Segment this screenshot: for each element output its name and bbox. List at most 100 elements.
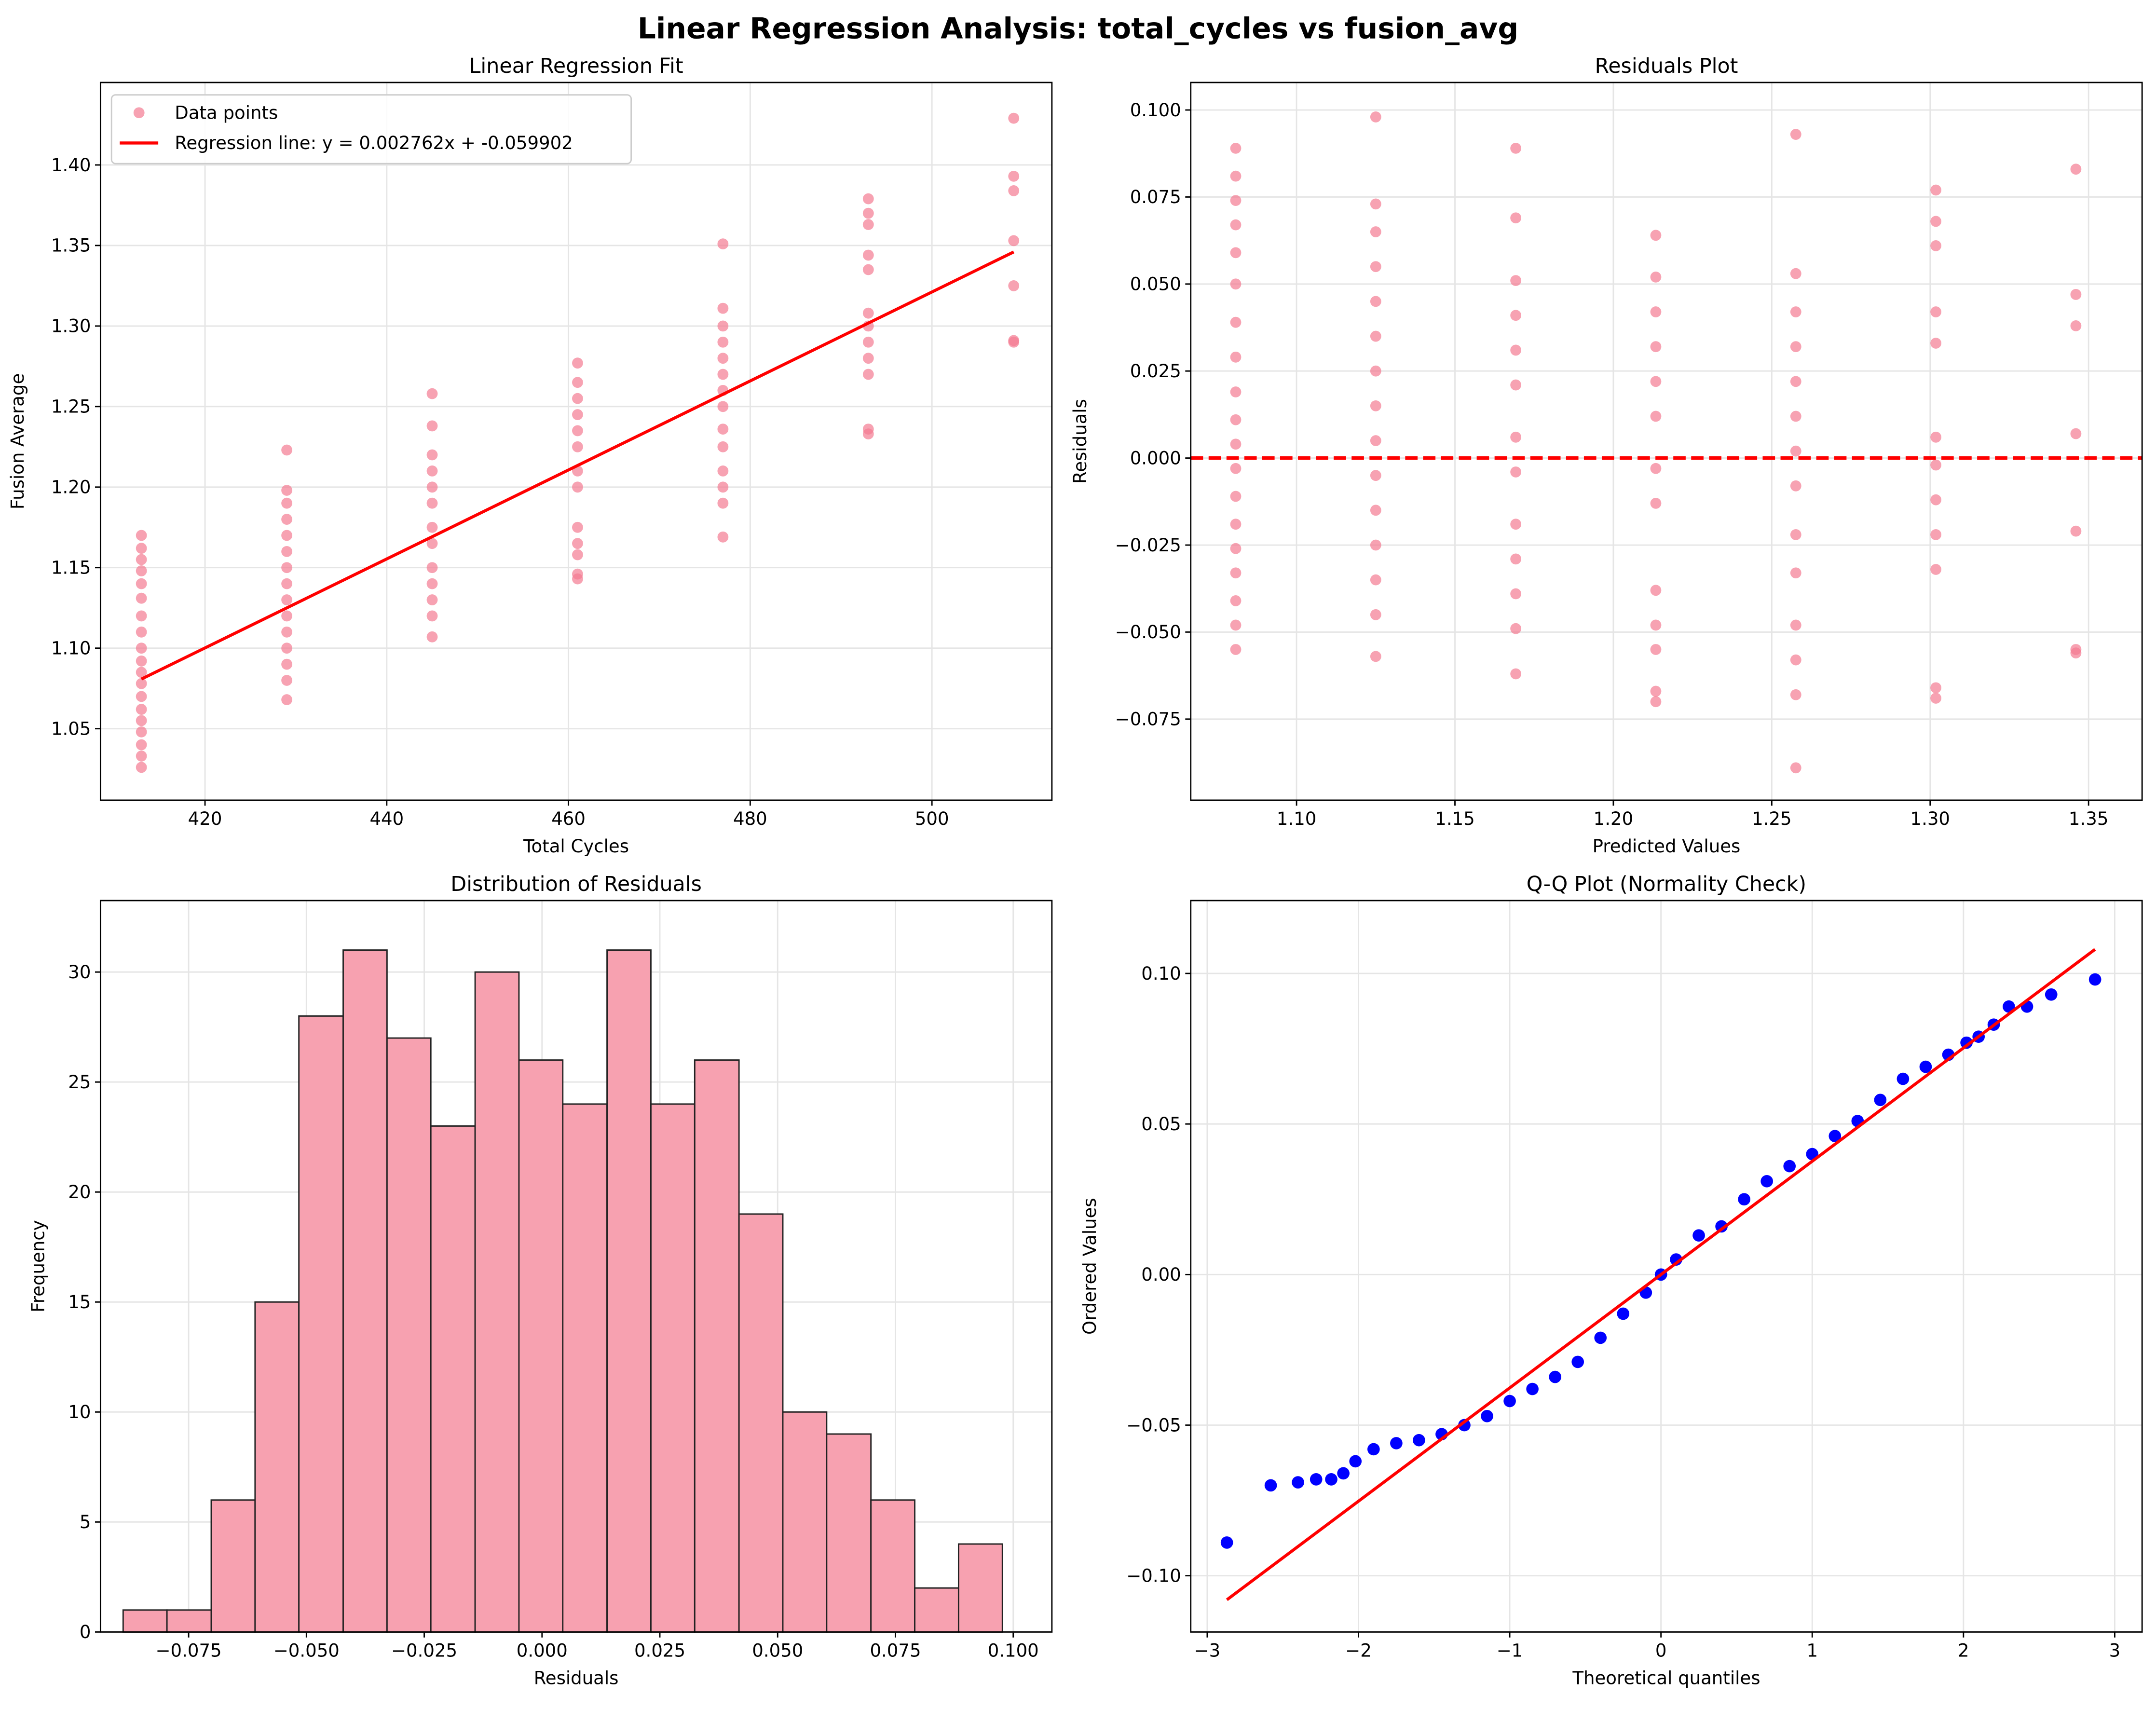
point [572, 549, 583, 561]
point [862, 353, 874, 364]
point [1370, 651, 1381, 662]
x-tick-label: 460 [551, 808, 586, 829]
point [426, 562, 438, 574]
point [862, 219, 874, 230]
y-tick-label: 1.30 [51, 316, 91, 337]
point [1790, 376, 1801, 387]
point [862, 193, 874, 205]
y-tick-label: 1.05 [51, 718, 91, 739]
point [1230, 438, 1242, 450]
y-tick-label: 0.000 [1130, 448, 1181, 468]
bar [650, 1103, 696, 1633]
point [281, 444, 292, 456]
axes-title: Residuals Plot [1595, 54, 1738, 78]
y-tick-label: 5 [80, 1512, 91, 1532]
point [572, 481, 583, 493]
point [1715, 1220, 1728, 1233]
point [1790, 567, 1801, 579]
point [1897, 1072, 1910, 1085]
y-tick-label: 1.25 [51, 396, 91, 417]
point [1650, 696, 1662, 708]
bar [957, 1543, 1003, 1633]
point [1738, 1193, 1750, 1206]
point [426, 521, 438, 533]
point [1510, 466, 1522, 478]
point [2070, 428, 2082, 439]
point [1790, 619, 1801, 631]
legend-label: Data points [175, 103, 278, 123]
y-tick-label: 25 [68, 1072, 91, 1093]
point [572, 573, 583, 585]
x-tick-label: 1.30 [1910, 808, 1951, 829]
point [281, 497, 292, 509]
x-tick-label: −2 [1345, 1641, 1372, 1661]
point [1510, 588, 1522, 600]
point [281, 562, 292, 574]
point [1692, 1229, 1705, 1242]
point [1650, 644, 1662, 655]
point [1930, 306, 1941, 317]
y-axis-label: Residuals [1070, 399, 1091, 484]
point [1503, 1395, 1516, 1408]
point [1458, 1419, 1471, 1432]
point [1481, 1409, 1493, 1422]
point [572, 425, 583, 437]
point [1370, 505, 1381, 516]
point [1337, 1467, 1350, 1480]
point [1292, 1476, 1304, 1489]
legend-marker [133, 107, 145, 119]
point [1230, 644, 1242, 655]
x-tick-label: 0.100 [988, 1641, 1039, 1661]
point [1367, 1443, 1380, 1456]
point [1510, 431, 1522, 443]
x-axis-label: Residuals [534, 1668, 619, 1689]
point [136, 739, 147, 751]
point [717, 401, 729, 412]
point [2070, 320, 2082, 331]
y-tick-label: −0.10 [1126, 1565, 1181, 1586]
axes-frame [99, 82, 1053, 801]
axes-frame [1190, 900, 2143, 1633]
point [426, 497, 438, 509]
point [1930, 459, 1941, 471]
point [426, 538, 438, 549]
point [1790, 306, 1801, 317]
point [1930, 529, 1941, 540]
point [717, 302, 729, 314]
bar [166, 1609, 212, 1633]
point [1349, 1455, 1362, 1468]
point [136, 530, 147, 541]
point [1325, 1473, 1337, 1486]
point [1230, 567, 1242, 579]
point [2003, 1000, 2015, 1013]
point [281, 578, 292, 589]
point [572, 521, 583, 533]
point [281, 658, 292, 670]
point [1230, 170, 1242, 182]
bar [254, 1301, 300, 1633]
point [1790, 529, 1801, 540]
point [717, 531, 729, 543]
point [2070, 289, 2082, 300]
bar [342, 949, 388, 1633]
point [136, 656, 147, 667]
point [1310, 1473, 1323, 1486]
point [1930, 693, 1941, 704]
point [136, 762, 147, 773]
y-tick-label: 0.05 [1141, 1114, 1181, 1135]
point [1549, 1370, 1561, 1383]
point [862, 249, 874, 261]
point [281, 675, 292, 686]
x-tick-label: 0.075 [870, 1641, 921, 1661]
point [1790, 480, 1801, 492]
point [1960, 1036, 1973, 1049]
point [1650, 376, 1662, 387]
bar [518, 1059, 564, 1633]
regression-line [140, 250, 1015, 681]
point [426, 420, 438, 432]
point [1510, 623, 1522, 634]
point [136, 643, 147, 654]
point [1650, 585, 1662, 596]
point [1874, 1094, 1887, 1107]
y-tick-label: −0.025 [1115, 535, 1181, 556]
